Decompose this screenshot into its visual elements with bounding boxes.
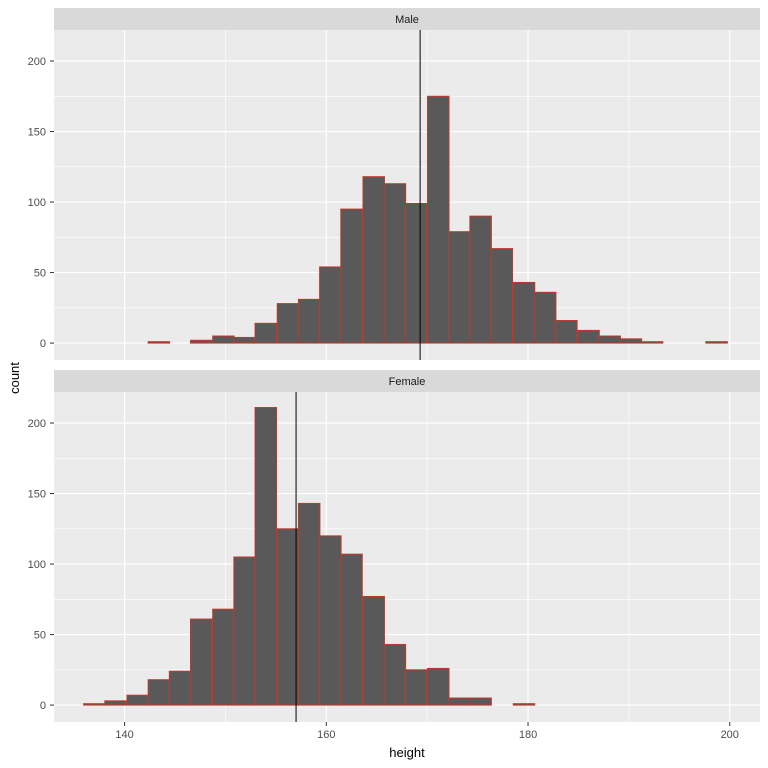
facet-label-female: Female	[389, 376, 426, 388]
histogram-bar-male	[533, 291, 557, 344]
y-tick-label: 150	[28, 489, 46, 501]
y-tick-label: 200	[28, 56, 46, 68]
y-tick-label: 0	[40, 338, 46, 350]
histogram-bar-female	[340, 553, 363, 706]
x-axis-title: height	[389, 745, 425, 760]
histogram-bar-male	[555, 320, 578, 344]
histogram-bar-female	[83, 703, 106, 706]
y-tick-label: 0	[40, 700, 46, 712]
histogram-bar-female	[448, 697, 471, 706]
histogram-bar-male	[640, 341, 664, 344]
histogram-bar-male	[490, 248, 514, 344]
histogram-bar-male	[404, 202, 428, 344]
facet-strip-male	[54, 8, 760, 30]
histogram-bar-male	[598, 335, 621, 344]
x-tick-label: 180	[519, 729, 537, 741]
histogram-bar-female	[212, 608, 235, 706]
x-axis: 140 160 180 200	[115, 722, 739, 741]
histogram-bar-female	[319, 535, 342, 706]
histogram-bar-male	[254, 322, 278, 344]
histogram-bar-female	[276, 528, 300, 706]
histogram-bar-female	[404, 669, 428, 706]
histogram-bar-male	[383, 183, 407, 344]
histogram-bar-male	[233, 336, 256, 344]
y-tick-label: 150	[28, 127, 46, 139]
histogram-bar-male	[705, 341, 728, 344]
facet-panel-female: Female 0 50 100 150 200	[28, 370, 760, 722]
histogram-bar-female	[254, 407, 278, 706]
histogram-bar-female	[168, 670, 192, 706]
bars-male	[147, 95, 728, 344]
histogram-bar-male	[147, 341, 171, 344]
y-tick-label: 50	[34, 630, 46, 642]
histogram-bar-male	[469, 215, 492, 344]
histogram-bar-male	[319, 266, 342, 344]
histogram-bar-female	[427, 667, 450, 706]
histogram-bar-male	[577, 329, 600, 344]
histogram-bar-male	[297, 298, 321, 344]
histogram-bar-male	[362, 176, 385, 344]
y-axis-female: 0 50 100 150 200	[28, 418, 54, 712]
histogram-bar-female	[469, 697, 492, 706]
histogram-bar-male	[276, 303, 300, 344]
histogram-bar-female	[297, 502, 321, 706]
histogram-bar-female	[512, 703, 536, 706]
histogram-bar-female	[147, 679, 171, 706]
y-tick-label: 100	[28, 197, 46, 209]
y-tick-label: 50	[34, 268, 46, 280]
y-tick-label: 200	[28, 418, 46, 430]
x-tick-label: 140	[115, 729, 133, 741]
histogram-bar-male	[427, 95, 450, 344]
histogram-bar-female	[104, 700, 127, 706]
histogram-bar-male	[340, 208, 363, 344]
histogram-bar-male	[448, 231, 471, 344]
y-axis-male: 0 50 100 150 200	[28, 56, 54, 350]
histogram-bar-male	[190, 339, 213, 344]
histogram-bar-female	[233, 556, 256, 706]
x-tick-label: 200	[721, 729, 739, 741]
facet-strip-female	[54, 370, 760, 392]
facet-panel-male: Male 0 50 100 150 200	[28, 8, 760, 360]
histogram-bar-male	[512, 281, 536, 344]
histogram-bar-male	[619, 338, 643, 344]
histogram-bar-male	[212, 335, 235, 344]
y-axis-title: count	[7, 362, 22, 394]
histogram-bar-female	[383, 643, 407, 706]
histogram-bar-female	[362, 595, 385, 706]
histogram-bar-female	[190, 618, 213, 706]
panel-background-female	[54, 392, 760, 722]
facet-label-male: Male	[395, 14, 419, 26]
histogram-bar-female	[126, 694, 149, 706]
y-tick-label: 100	[28, 559, 46, 571]
x-tick-label: 160	[317, 729, 335, 741]
bars-female	[83, 407, 536, 706]
